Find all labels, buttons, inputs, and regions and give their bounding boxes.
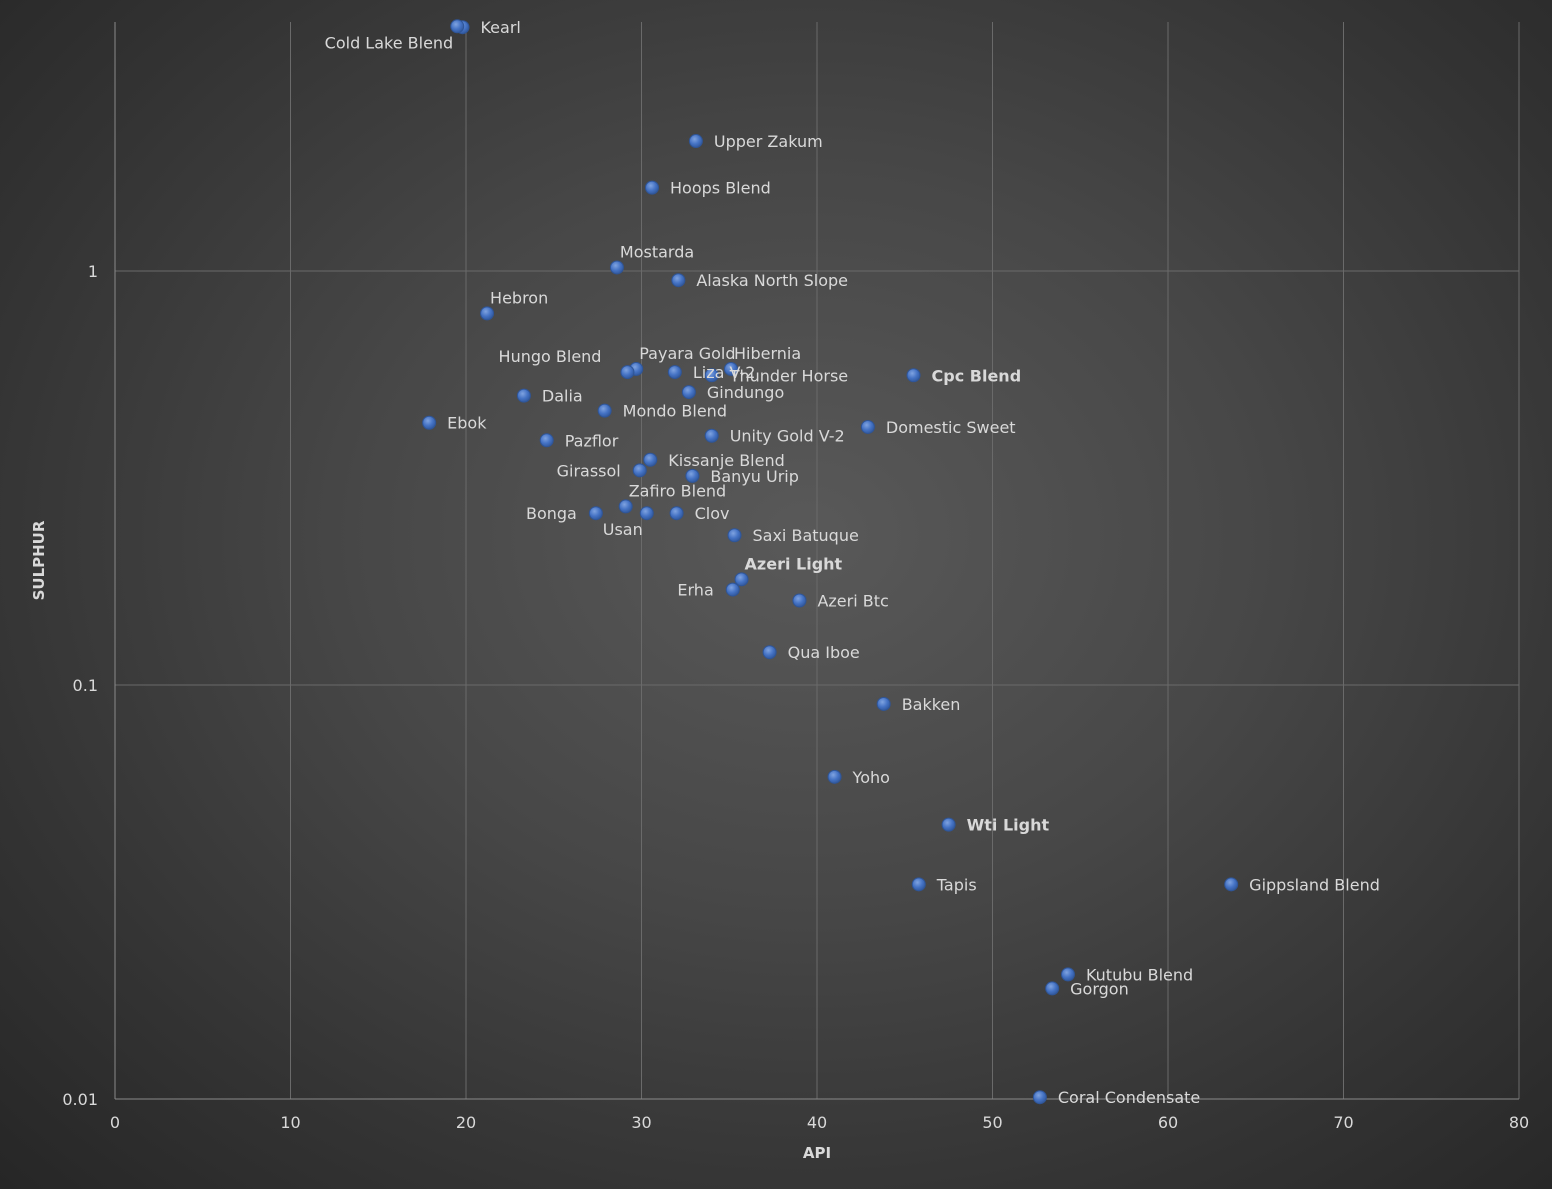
- data-point: [727, 528, 742, 543]
- x-axis-title: API: [803, 1144, 831, 1162]
- data-label: Banyu Urip: [710, 467, 799, 486]
- data-label: Hungo Blend: [499, 347, 602, 366]
- data-label: Usan: [603, 520, 643, 539]
- data-point: [667, 365, 682, 380]
- data-point: [911, 877, 926, 892]
- data-label: Girassol: [557, 461, 621, 480]
- data-point: [688, 134, 703, 149]
- data-point: [876, 696, 891, 711]
- data-label: Hibernia: [734, 344, 801, 363]
- data-label: Bonga: [526, 504, 577, 523]
- data-labels: Kearl Cold Lake Blend Upper Zakum Hoops Ble…: [325, 18, 1380, 1107]
- data-label: Alaska North Slope: [696, 271, 848, 290]
- data-label: Ebok: [447, 414, 487, 433]
- x-tick-label: 70: [1333, 1113, 1353, 1132]
- data-point: [704, 428, 719, 443]
- data-label: Thunder Horse: [729, 366, 848, 385]
- data-point: [643, 452, 658, 467]
- tick-labels: 0 10 20 30 40 50 60 70 80 0.01 0.1 1: [62, 262, 1529, 1132]
- data-point: [762, 645, 777, 660]
- data-point: [632, 463, 647, 478]
- data-label: Cpc Blend: [932, 366, 1022, 385]
- y-tick-label: 0.01: [62, 1090, 98, 1109]
- data-point: [734, 572, 749, 587]
- data-point: [618, 499, 633, 514]
- data-label: Clov: [695, 504, 730, 523]
- data-points: [422, 19, 1239, 1105]
- data-point: [1045, 981, 1060, 996]
- data-point: [724, 361, 739, 376]
- data-label: Kutubu Blend: [1086, 965, 1193, 984]
- data-label: Gippsland Blend: [1249, 875, 1380, 894]
- data-label: Dalia: [542, 387, 583, 406]
- x-tick-label: 40: [807, 1113, 827, 1132]
- data-point: [597, 403, 612, 418]
- data-label: Upper Zakum: [714, 132, 823, 151]
- data-point: [645, 180, 660, 195]
- axes: [114, 22, 1519, 1100]
- y-tick-label: 1: [88, 262, 98, 281]
- data-label: Payara Gold: [639, 344, 735, 363]
- data-point: [704, 368, 719, 383]
- data-label: Coral Condensate: [1058, 1088, 1200, 1107]
- data-label: Bakken: [902, 695, 961, 714]
- data-label: Erha: [677, 581, 713, 600]
- data-label: Mondo Blend: [623, 402, 727, 421]
- x-tick-label: 0: [110, 1113, 120, 1132]
- data-label: Azeri Light: [745, 554, 843, 573]
- data-point: [906, 368, 921, 383]
- data-label: Azeri Btc: [817, 591, 888, 610]
- grid-lines: [115, 22, 1520, 1099]
- x-tick-label: 80: [1509, 1113, 1529, 1132]
- data-point: [685, 468, 700, 483]
- data-label: Liza V-2: [693, 363, 756, 382]
- x-tick-label: 10: [280, 1113, 300, 1132]
- data-label: Tapis: [936, 875, 977, 894]
- data-label: Cold Lake Blend: [325, 33, 454, 52]
- data-point: [620, 365, 635, 380]
- data-label: Domestic Sweet: [886, 418, 1016, 437]
- data-point: [539, 433, 554, 448]
- data-point: [725, 582, 740, 597]
- data-point: [609, 260, 624, 275]
- data-label: Kissanje Blend: [668, 451, 785, 470]
- data-point: [1060, 967, 1075, 982]
- data-point: [860, 419, 875, 434]
- x-tick-label: 60: [1158, 1113, 1178, 1132]
- data-label: Kearl: [480, 18, 520, 37]
- data-point: [516, 388, 531, 403]
- data-point: [792, 593, 807, 608]
- data-label: Saxi Batuque: [753, 526, 859, 545]
- data-point: [669, 506, 684, 521]
- data-label: Wti Light: [967, 816, 1050, 835]
- x-tick-label: 20: [456, 1113, 476, 1132]
- data-point: [639, 506, 654, 521]
- data-label: Zafiro Blend: [629, 481, 727, 500]
- data-label: Qua Iboe: [788, 643, 860, 662]
- data-label: Yoho: [852, 768, 890, 787]
- data-point: [671, 273, 686, 288]
- x-tick-label: 50: [982, 1113, 1002, 1132]
- data-point: [422, 415, 437, 430]
- data-label: Gindungo: [707, 383, 784, 402]
- x-tick-label: 30: [631, 1113, 651, 1132]
- data-point: [588, 506, 603, 521]
- data-point: [480, 306, 495, 321]
- data-point: [827, 769, 842, 784]
- data-point: [681, 385, 696, 400]
- data-point: [450, 19, 465, 34]
- y-axis-title: SULPHUR: [30, 520, 48, 600]
- data-label: Pazflor: [565, 431, 619, 450]
- data-label: Unity Gold V-2: [730, 427, 845, 446]
- data-label: Gorgon: [1070, 979, 1129, 998]
- data-point: [1224, 877, 1239, 892]
- data-point: [941, 817, 956, 832]
- y-tick-label: 0.1: [73, 676, 98, 695]
- data-label: Hoops Blend: [670, 179, 771, 198]
- data-point: [1032, 1090, 1047, 1105]
- data-label: Hebron: [490, 288, 548, 307]
- data-label: Mostarda: [620, 242, 694, 261]
